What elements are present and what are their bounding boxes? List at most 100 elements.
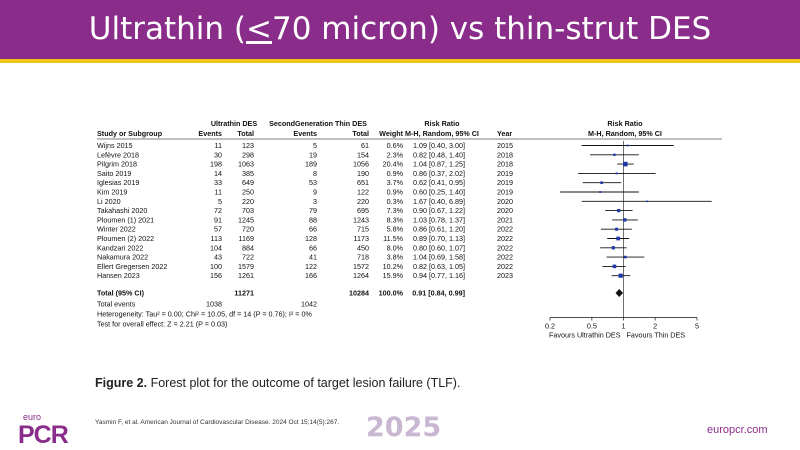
study-total-ultrathin: 1261 <box>238 271 254 280</box>
study-total-thin: 154 <box>357 150 369 159</box>
study-name: Kandzari 2022 <box>97 243 143 252</box>
total-events-ultrathin: 1038 <box>206 300 222 309</box>
study-events-thin: 53 <box>309 178 317 187</box>
study-total-ultrathin: 123 <box>242 141 254 150</box>
study-events-ultrathin: 91 <box>214 215 222 224</box>
study-year: 2022 <box>497 234 513 243</box>
favours-left-label: Favours Ultrathin DES <box>549 331 621 340</box>
study-name: Hansen 2023 <box>97 271 140 280</box>
total-ci: 0.91 [0.84, 0.99] <box>412 289 465 298</box>
study-events-thin: 3 <box>313 197 317 206</box>
plot-header-method: M-H, Random, 95% CI <box>588 129 662 138</box>
study-events-thin: 8 <box>313 169 317 178</box>
study-events-thin: 66 <box>309 225 317 234</box>
study-weight: 0.3% <box>387 197 404 206</box>
study-name: Lefèvre 2018 <box>97 150 139 159</box>
study-name: Saito 2019 <box>97 169 131 178</box>
study-year: 2020 <box>497 197 513 206</box>
study-events-thin: 122 <box>305 262 317 271</box>
plot-header-risk-ratio: Risk Ratio <box>607 119 643 128</box>
study-point-marker <box>622 161 628 167</box>
study-year: 2019 <box>497 188 513 197</box>
total-weight: 100.0% <box>379 289 404 298</box>
study-name: Iglesias 2019 <box>97 178 139 187</box>
study-point-marker <box>599 191 602 193</box>
study-total-thin: 450 <box>357 243 369 252</box>
study-point-marker <box>615 227 619 231</box>
study-name: Kim 2019 <box>97 188 127 197</box>
study-total-ultrathin: 1063 <box>238 160 254 169</box>
study-weight: 0.9% <box>387 169 404 178</box>
x-tick-label: 5 <box>695 322 699 331</box>
study-point-marker <box>618 273 623 278</box>
study-ci: 0.90 [0.67, 1.22] <box>413 206 465 215</box>
study-point-marker <box>611 246 615 250</box>
study-year: 2021 <box>497 215 513 224</box>
study-total-thin: 1264 <box>353 271 369 280</box>
header-events-2: Events <box>293 129 317 138</box>
caption-fig-number: Figure 2. <box>95 376 148 390</box>
study-weight: 11.5% <box>383 234 403 243</box>
study-name: Nakamura 2022 <box>97 253 148 262</box>
study-events-thin: 189 <box>305 160 317 169</box>
header-events-1: Events <box>198 129 222 138</box>
header-risk-ratio: Risk Ratio <box>424 119 460 128</box>
study-point-marker <box>613 153 616 156</box>
study-weight: 20.4% <box>383 160 404 169</box>
study-year: 2023 <box>497 271 513 280</box>
study-total-ultrathin: 385 <box>242 169 254 178</box>
title-rule <box>0 59 800 63</box>
study-name: Takahashi 2020 <box>97 206 147 215</box>
study-total-ultrathin: 1169 <box>239 234 254 243</box>
study-point-marker <box>612 264 617 269</box>
study-total-thin: 122 <box>357 188 369 197</box>
study-total-thin: 1243 <box>353 215 369 224</box>
study-events-thin: 9 <box>313 188 317 197</box>
study-year: 2015 <box>497 141 513 150</box>
study-total-thin: 651 <box>357 178 369 187</box>
caption-text: Forest plot for the outcome of target le… <box>147 376 461 390</box>
study-year: 2018 <box>497 150 513 159</box>
study-weight: 0.6% <box>387 141 404 150</box>
study-ci: 0.86 [0.37, 2.02] <box>413 169 465 178</box>
study-events-ultrathin: 30 <box>214 150 222 159</box>
heterogeneity-text: Heterogeneity: Tau² = 0.00; Chi² = 10.05… <box>97 310 312 319</box>
total-n-thin: 10284 <box>349 289 369 298</box>
title-bar <box>0 0 800 59</box>
study-ci: 0.86 [0.61, 1.20] <box>413 225 465 234</box>
study-year: 2022 <box>497 262 513 271</box>
website-link[interactable]: europcr.com <box>707 424 768 436</box>
study-events-thin: 79 <box>309 206 317 215</box>
x-tick-label: 2 <box>653 322 657 331</box>
header-group-thin: SecondGeneration Thin DES <box>269 119 367 128</box>
study-year: 2022 <box>497 253 513 262</box>
study-weight: 8.3% <box>387 215 404 224</box>
study-ci: 0.60 [0.25, 1.40] <box>413 188 465 197</box>
study-name: Wijns 2015 <box>97 141 133 150</box>
study-ci: 0.94 [0.77, 1.16] <box>413 271 465 280</box>
study-weight: 3.7% <box>387 178 404 187</box>
header-study: Study or Subgroup <box>97 129 163 138</box>
study-total-thin: 715 <box>357 225 369 234</box>
study-point-marker <box>616 236 621 241</box>
study-events-thin: 19 <box>309 150 317 159</box>
study-events-ultrathin: 113 <box>211 234 222 243</box>
study-events-ultrathin: 14 <box>214 169 222 178</box>
study-point-marker <box>617 208 621 213</box>
study-point-marker <box>623 255 627 259</box>
study-weight: 2.3% <box>387 150 404 159</box>
study-year: 2018 <box>497 160 513 169</box>
study-total-thin: 220 <box>357 197 369 206</box>
overall-effect-text: Test for overall effect: Z = 2.21 (P = 0… <box>97 320 227 329</box>
study-weight: 7.3% <box>387 206 404 215</box>
event-year: 2025 <box>366 412 442 443</box>
study-weight: 3.8% <box>387 253 404 262</box>
header-weight: Weight <box>379 129 403 138</box>
study-events-ultrathin: 11 <box>215 141 222 150</box>
favours-right-label: Favours Thin DES <box>627 331 686 340</box>
study-ci: 0.62 [0.41, 0.95] <box>413 178 465 187</box>
study-ci: 1.67 [0.40, 6.89] <box>413 197 465 206</box>
total-diamond <box>615 289 624 297</box>
study-year: 2022 <box>497 225 513 234</box>
